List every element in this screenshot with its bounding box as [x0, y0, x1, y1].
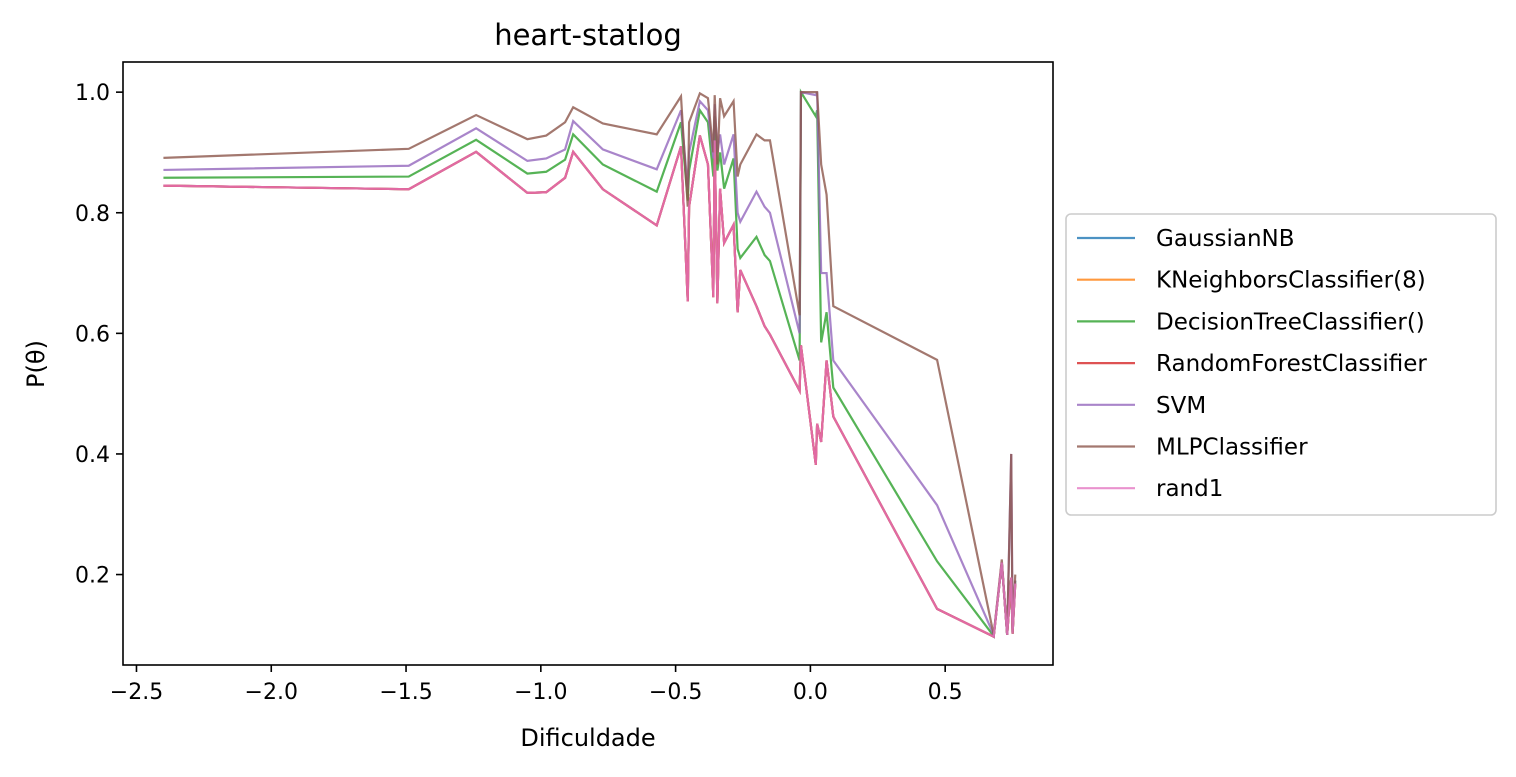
y-tick-label: 0.4: [75, 443, 110, 468]
legend-label: MLPClassifier: [1156, 435, 1308, 461]
series-line-2: [163, 88, 1017, 639]
series-line-5: [163, 91, 1017, 636]
x-tick-label: 0.0: [793, 680, 828, 705]
x-tick-label: 0.5: [928, 680, 963, 705]
legend-label: RandomForestClassifier: [1156, 351, 1427, 377]
series-line-6: [163, 135, 1017, 639]
legend: GaussianNB KNeighborsClassifier(8) Decisio…: [1065, 213, 1497, 516]
series-line-3: [163, 135, 1017, 639]
legend-label: SVM: [1156, 393, 1206, 419]
x-tick-label: −1.5: [379, 680, 432, 705]
x-tick-label: −0.5: [649, 680, 702, 705]
series-line-0: [163, 135, 1017, 639]
legend-label: DecisionTreeClassifier(): [1156, 309, 1425, 335]
series-line-1: [163, 135, 1017, 639]
series-line-4: [163, 90, 1017, 640]
y-tick-label: 1.0: [75, 81, 110, 106]
legend-label: rand1: [1156, 476, 1223, 502]
series-layer: [163, 88, 1017, 640]
y-axis-label: P(θ): [22, 340, 50, 388]
y-axis: 0.2 0.4 0.6 0.8 1.0: [75, 81, 123, 589]
legend-label: KNeighborsClassifier(8): [1156, 268, 1426, 294]
y-tick-label: 0.2: [75, 564, 110, 589]
chart-title: heart-statlog: [494, 18, 682, 52]
plot-frame: [122, 61, 1054, 666]
x-axis: −2.5 −2.0 −1.5 −1.0 −0.5 0.0 0.5: [110, 665, 963, 705]
y-tick-label: 0.6: [75, 322, 110, 347]
x-tick-label: −2.5: [110, 680, 163, 705]
x-tick-label: −2.0: [245, 680, 298, 705]
legend-label: GaussianNB: [1156, 226, 1295, 252]
x-tick-label: −1.0: [514, 680, 567, 705]
legend-box: [1065, 213, 1497, 516]
y-tick-label: 0.8: [75, 202, 110, 227]
x-axis-label: Dificuldade: [520, 724, 655, 752]
